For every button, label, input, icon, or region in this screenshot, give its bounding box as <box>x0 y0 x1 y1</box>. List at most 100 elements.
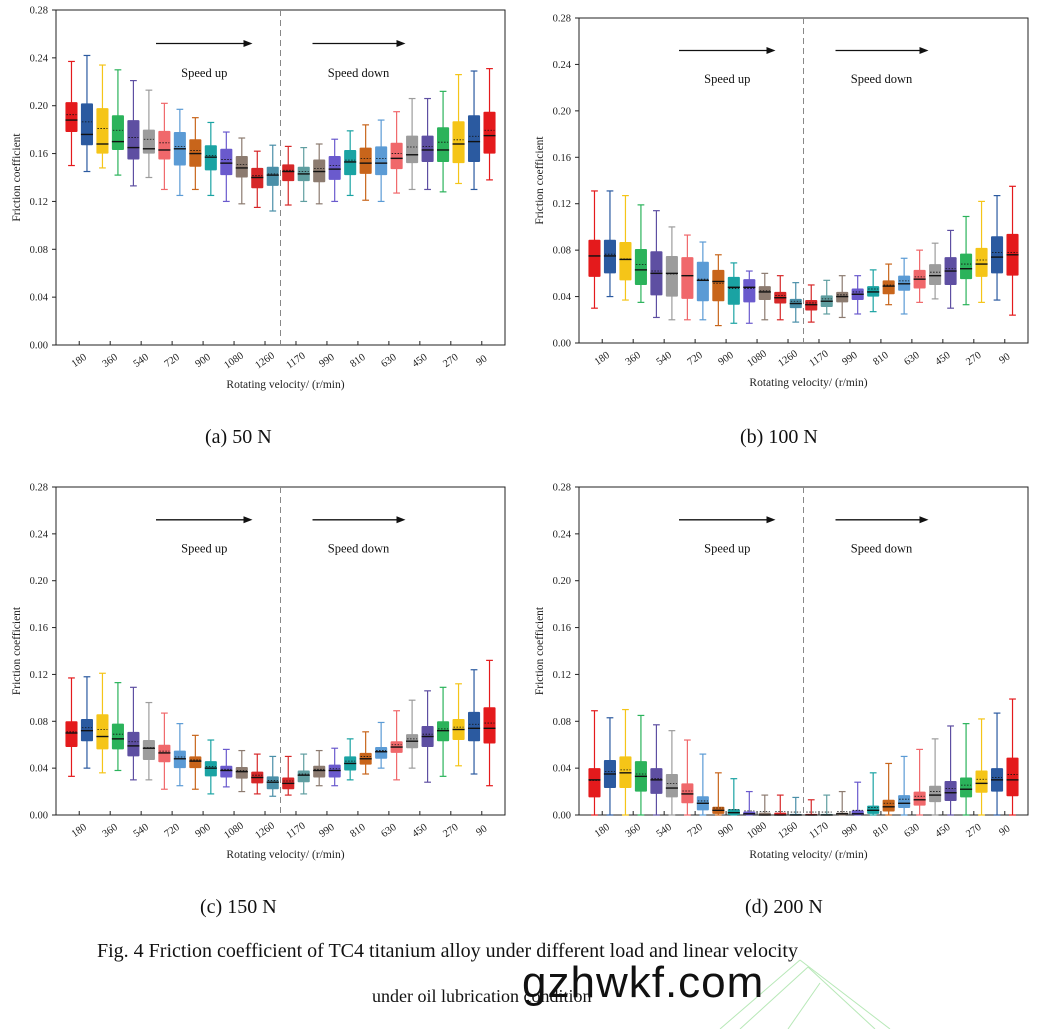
box-iqr <box>142 129 155 154</box>
box-5 <box>650 210 663 319</box>
box-16 <box>820 794 833 816</box>
box-4 <box>634 714 647 816</box>
box-22 <box>913 249 926 303</box>
y-tick-label: 0.08 <box>30 245 48 256</box>
speed-up-arrow-head <box>766 47 776 54</box>
box-10 <box>204 121 217 197</box>
box-iqr <box>282 164 295 182</box>
box-iqr <box>189 756 202 769</box>
box-iqr <box>634 248 647 285</box>
box-8 <box>173 108 186 197</box>
x-tick-label: 180 <box>593 350 612 368</box>
speed-up-label: Speed up <box>181 542 227 556</box>
x-tick-label: 1170 <box>284 351 307 372</box>
box-28 <box>1006 698 1019 816</box>
box-7 <box>158 712 171 790</box>
y-tick-label: 0.28 <box>30 6 48 17</box>
y-tick-label: 0.24 <box>553 60 572 71</box>
y-tick-label: 0.28 <box>30 483 48 494</box>
box-13 <box>774 794 787 816</box>
box-27 <box>990 712 1004 816</box>
subtitle-200n: (d) 200 N <box>745 896 823 918</box>
box-13 <box>774 275 787 321</box>
box-18 <box>851 275 864 315</box>
y-tick-label: 0.16 <box>30 623 48 634</box>
x-tick-label: 810 <box>871 822 890 840</box>
box-6 <box>142 701 155 781</box>
box-iqr <box>65 721 78 748</box>
box-iqr <box>111 115 124 150</box>
box-23 <box>929 242 942 300</box>
box-iqr <box>406 135 419 164</box>
box-28 <box>483 68 496 181</box>
box-17 <box>313 143 326 205</box>
y-tick-label: 0.00 <box>30 811 48 822</box>
box-iqr <box>328 155 341 180</box>
y-tick-label: 0.20 <box>30 101 48 112</box>
x-tick-label: 900 <box>717 822 736 840</box>
box-14 <box>789 282 802 323</box>
x-tick-label: 540 <box>132 352 151 370</box>
box-3 <box>96 672 109 774</box>
box-10 <box>727 262 740 324</box>
x-tick-label: 990 <box>317 352 336 370</box>
chart-panel-50n: 0.00 0.04 0.08 0.12 0.16 0.20 0.24 0.28 Speed up… <box>11 6 506 391</box>
x-tick-label: 1260 <box>253 820 277 841</box>
box-2 <box>80 676 94 769</box>
y-tick-label: 0.28 <box>553 483 571 494</box>
box-13 <box>251 753 264 795</box>
box-11 <box>220 748 233 788</box>
box-iqr <box>127 731 140 757</box>
box-iqr <box>665 255 678 297</box>
box-iqr <box>359 147 372 174</box>
box-iqr <box>375 146 388 176</box>
box-3 <box>619 708 632 816</box>
box-17 <box>836 790 849 816</box>
box-iqr <box>220 765 233 778</box>
box-iqr <box>142 740 155 760</box>
box-21 <box>375 721 388 769</box>
y-tick-label: 0.16 <box>553 153 571 164</box>
y-tick-label: 0.20 <box>553 576 571 587</box>
box-4 <box>111 682 124 772</box>
box-6 <box>665 226 678 321</box>
box-3 <box>619 194 632 301</box>
box-iqr <box>390 142 403 170</box>
y-tick-label: 0.08 <box>553 246 571 257</box>
box-iqr <box>437 127 450 162</box>
box-iqr <box>452 121 465 164</box>
box-iqr <box>712 269 725 302</box>
box-iqr <box>1006 757 1019 797</box>
box-1 <box>65 677 78 777</box>
box-15 <box>805 284 818 323</box>
watermark-lines <box>719 959 891 1029</box>
box-iqr <box>220 148 233 176</box>
y-axis-label: Friction coefficient <box>534 136 546 225</box>
box-25 <box>960 723 973 816</box>
x-tick-label: 90 <box>997 351 1012 366</box>
box-24 <box>944 229 957 309</box>
box-23 <box>406 699 419 769</box>
y-tick-label: 0.00 <box>30 341 48 352</box>
figure-caption-line-2: under oil lubrication condition <box>372 986 592 1006</box>
x-tick-label: 900 <box>194 352 213 370</box>
box-15 <box>282 755 295 796</box>
x-tick-label: 450 <box>933 822 952 840</box>
box-iqr <box>882 799 895 812</box>
box-25 <box>437 90 450 193</box>
box-19 <box>344 738 357 781</box>
y-tick-label: 0.28 <box>553 14 571 25</box>
box-13 <box>251 150 264 209</box>
chart-panel-100n: 0.00 0.04 0.08 0.12 0.16 0.20 0.24 0.28 Speed up… <box>534 14 1029 389</box>
y-tick-label: 0.00 <box>553 339 571 350</box>
box-12 <box>758 794 771 816</box>
box-28 <box>1006 185 1019 316</box>
y-tick-label: 0.20 <box>30 576 48 587</box>
box-iqr <box>96 108 109 154</box>
box-7 <box>158 102 171 191</box>
box-6 <box>142 89 155 179</box>
box-iqr <box>758 286 771 301</box>
box-26 <box>975 718 988 816</box>
x-tick-label: 90 <box>474 823 489 838</box>
x-tick-label: 900 <box>194 822 213 840</box>
